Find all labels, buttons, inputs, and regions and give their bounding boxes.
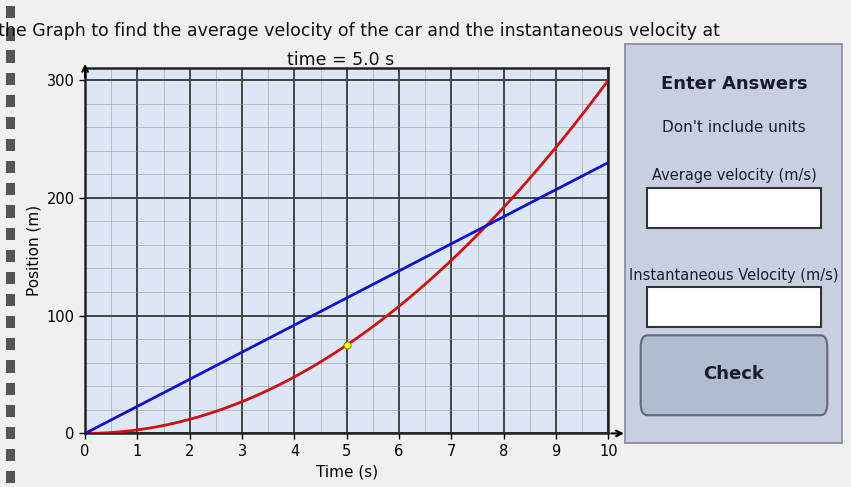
Bar bbox=[7, 427, 14, 439]
Bar bbox=[7, 117, 14, 129]
Bar bbox=[7, 73, 14, 85]
Bar bbox=[7, 405, 14, 417]
X-axis label: Time (s): Time (s) bbox=[316, 465, 378, 479]
FancyBboxPatch shape bbox=[648, 287, 820, 327]
Text: Don't include units: Don't include units bbox=[662, 120, 806, 135]
FancyBboxPatch shape bbox=[641, 336, 827, 415]
Bar bbox=[7, 206, 14, 218]
Bar bbox=[7, 139, 14, 151]
Bar bbox=[7, 51, 14, 63]
Bar bbox=[7, 316, 14, 328]
Bar bbox=[7, 250, 14, 262]
Bar bbox=[7, 95, 14, 107]
Bar bbox=[7, 6, 14, 19]
Bar bbox=[7, 161, 14, 173]
Text: Average velocity (m/s): Average velocity (m/s) bbox=[652, 168, 816, 183]
Text: time = 5.0 s: time = 5.0 s bbox=[287, 51, 394, 69]
Text: Use the Graph to find the average velocity of the car and the instantaneous velo: Use the Graph to find the average veloci… bbox=[0, 22, 720, 40]
Bar bbox=[7, 294, 14, 306]
Bar bbox=[7, 338, 14, 351]
Bar bbox=[7, 449, 14, 461]
Bar bbox=[7, 227, 14, 240]
Text: Check: Check bbox=[704, 365, 764, 383]
Bar bbox=[7, 272, 14, 284]
Bar bbox=[7, 28, 14, 40]
FancyBboxPatch shape bbox=[648, 187, 820, 227]
Bar bbox=[7, 360, 14, 373]
Y-axis label: Position (m): Position (m) bbox=[26, 205, 41, 297]
Bar bbox=[7, 382, 14, 394]
Bar bbox=[7, 471, 14, 483]
Bar bbox=[7, 183, 14, 195]
Text: Instantaneous Velocity (m/s): Instantaneous Velocity (m/s) bbox=[629, 268, 839, 283]
Text: Enter Answers: Enter Answers bbox=[660, 75, 808, 93]
